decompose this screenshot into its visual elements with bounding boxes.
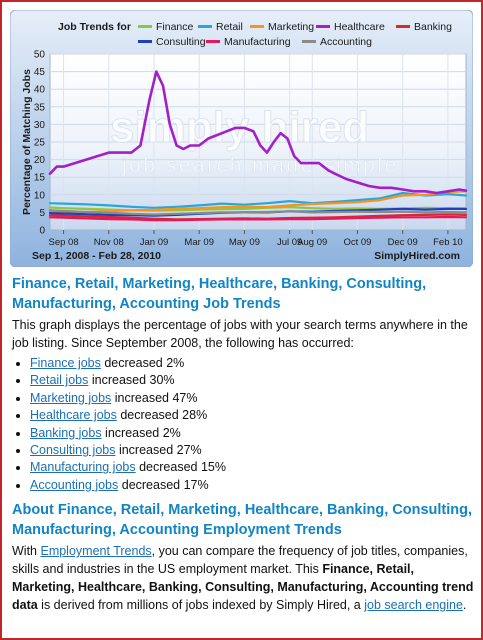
series-line-accounting xyxy=(48,209,468,216)
x-tick-label: Sep 08 xyxy=(49,237,79,248)
trends-description: This graph displays the percentage of jo… xyxy=(12,318,468,350)
trend-item-link[interactable]: Retail jobs xyxy=(30,373,89,388)
x-tick-label: Mar 09 xyxy=(184,237,214,248)
legend-label-manufacturing: Manufacturing xyxy=(224,36,291,48)
trend-item-change: decreased 28% xyxy=(116,408,208,423)
trend-item: Healthcare jobs decreased 28% xyxy=(30,407,474,424)
legend-label-healthcare: Healthcare xyxy=(334,21,385,33)
legend-label-consulting: Consulting xyxy=(156,36,206,48)
y-tick-label: 45 xyxy=(34,67,46,78)
trend-item-link[interactable]: Banking jobs xyxy=(30,425,102,440)
brand-label: SimplyHired.com xyxy=(374,250,460,262)
series-lines xyxy=(48,70,468,222)
y-axis-ticks: 0 5 10 15 20 25 30 35 40 45 50 xyxy=(34,50,46,237)
x-tick-label: Jan 09 xyxy=(140,237,169,248)
about-text-3: is derived from millions of jobs indexed… xyxy=(37,598,365,613)
about-bold-text: Finance, Retail, Marketing, Healthcare, … xyxy=(12,562,474,613)
trend-item-change: decreased 15% xyxy=(135,460,226,475)
y-tick-label: 35 xyxy=(34,102,46,113)
y-tick-label: 15 xyxy=(34,173,46,184)
trend-item: Marketing jobs increased 47% xyxy=(30,390,474,407)
watermark: simply hired job search made simple xyxy=(110,103,399,178)
trends-heading: Finance, Retail, Marketing, Healthcare, … xyxy=(12,276,427,312)
about-text-2: , you can compare the frequency of job t… xyxy=(12,544,468,577)
legend-label-retail: Retail xyxy=(216,21,243,33)
x-tick-label: Feb 10 xyxy=(433,237,463,248)
chart-svg: Job Trends for Finance Retail Marketing Heal… xyxy=(10,10,473,267)
x-tick-label: Nov 08 xyxy=(94,237,124,248)
x-tick-label: Jul 09 xyxy=(277,237,302,248)
legend: Job Trends for Finance Retail Marketing Heal… xyxy=(58,21,452,48)
x-tick-label: Dec 09 xyxy=(388,237,418,248)
about-heading: About Finance, Retail, Marketing, Health… xyxy=(12,502,473,539)
y-tick-label: 0 xyxy=(39,226,45,237)
trend-item: Finance jobs decreased 2% xyxy=(30,355,474,372)
trend-item-change: decreased 2% xyxy=(100,356,185,370)
legend-title: Job Trends for xyxy=(58,21,131,33)
trend-item-change: increased 2% xyxy=(101,425,181,440)
y-tick-label: 30 xyxy=(34,120,46,131)
x-axis-ticks: Sep 08 Nov 08 Jan 09 Mar 09 May 09 Jul 09Aug … xyxy=(49,230,463,248)
x-tick-label: Oct 09 xyxy=(343,237,371,248)
trend-item-link[interactable]: Accounting jobs xyxy=(30,477,119,492)
x-tick-label: May 09 xyxy=(229,237,260,248)
watermark-tagline: job search made simple xyxy=(121,154,399,177)
trend-item-link[interactable]: Consulting jobs xyxy=(30,443,116,458)
trend-list: Finance jobs decreased 2%Retail jobs inc… xyxy=(12,355,474,494)
legend-label-accounting: Accounting xyxy=(320,36,372,48)
trend-item-change: increased 27% xyxy=(115,443,202,458)
employment-trends-link[interactable]: Employment Trends xyxy=(40,544,152,559)
y-tick-label: 5 xyxy=(39,208,45,219)
content: Finance, Retail, Marketing, Healthcare, … xyxy=(12,274,474,614)
y-tick-label: 25 xyxy=(34,138,46,149)
trend-item-change: increased 47% xyxy=(111,390,198,405)
series-line-marketing xyxy=(48,190,468,214)
about-text-1: With xyxy=(12,544,41,559)
y-tick-label: 40 xyxy=(34,85,46,96)
job-search-engine-link[interactable]: job search engine xyxy=(364,598,463,613)
y-axis-label: Percentage of Matching Jobs xyxy=(21,69,33,215)
y-tick-label: 10 xyxy=(34,190,46,201)
trend-item: Banking jobs increased 2% xyxy=(30,425,474,442)
trend-item: Consulting jobs increased 27% xyxy=(30,442,474,459)
job-trends-chart: Job Trends for Finance Retail Marketing Heal… xyxy=(10,10,473,267)
trend-item: Manufacturing jobs decreased 15% xyxy=(30,459,474,476)
date-range: Sep 1, 2008 - Feb 28, 2010 xyxy=(32,250,161,262)
trend-item: Retail jobs increased 30% xyxy=(30,372,474,389)
trend-item-link[interactable]: Healthcare jobs xyxy=(30,408,117,423)
trend-item: Accounting jobs decreased 17% xyxy=(30,477,474,494)
series-line-manufacturing xyxy=(48,215,468,222)
y-tick-label: 50 xyxy=(34,50,46,61)
series-line-healthcare xyxy=(48,70,468,195)
y-tick-label: 20 xyxy=(34,155,46,166)
legend-label-marketing: Marketing xyxy=(268,21,314,33)
trend-item-link[interactable]: Finance jobs xyxy=(30,356,101,370)
trend-item-change: decreased 17% xyxy=(118,477,209,492)
x-tick-label: Aug 09 xyxy=(297,237,327,248)
trend-item-change: increased 30% xyxy=(88,373,175,388)
legend-label-finance: Finance xyxy=(156,21,194,33)
about-text-end: . xyxy=(462,598,467,613)
series-line-retail xyxy=(48,191,468,209)
about-paragraph: With Employment Trends, you can compare … xyxy=(12,542,474,614)
legend-label-banking: Banking xyxy=(414,21,452,33)
trend-item-link[interactable]: Marketing jobs xyxy=(30,390,112,405)
trend-item-link[interactable]: Manufacturing jobs xyxy=(30,460,136,475)
